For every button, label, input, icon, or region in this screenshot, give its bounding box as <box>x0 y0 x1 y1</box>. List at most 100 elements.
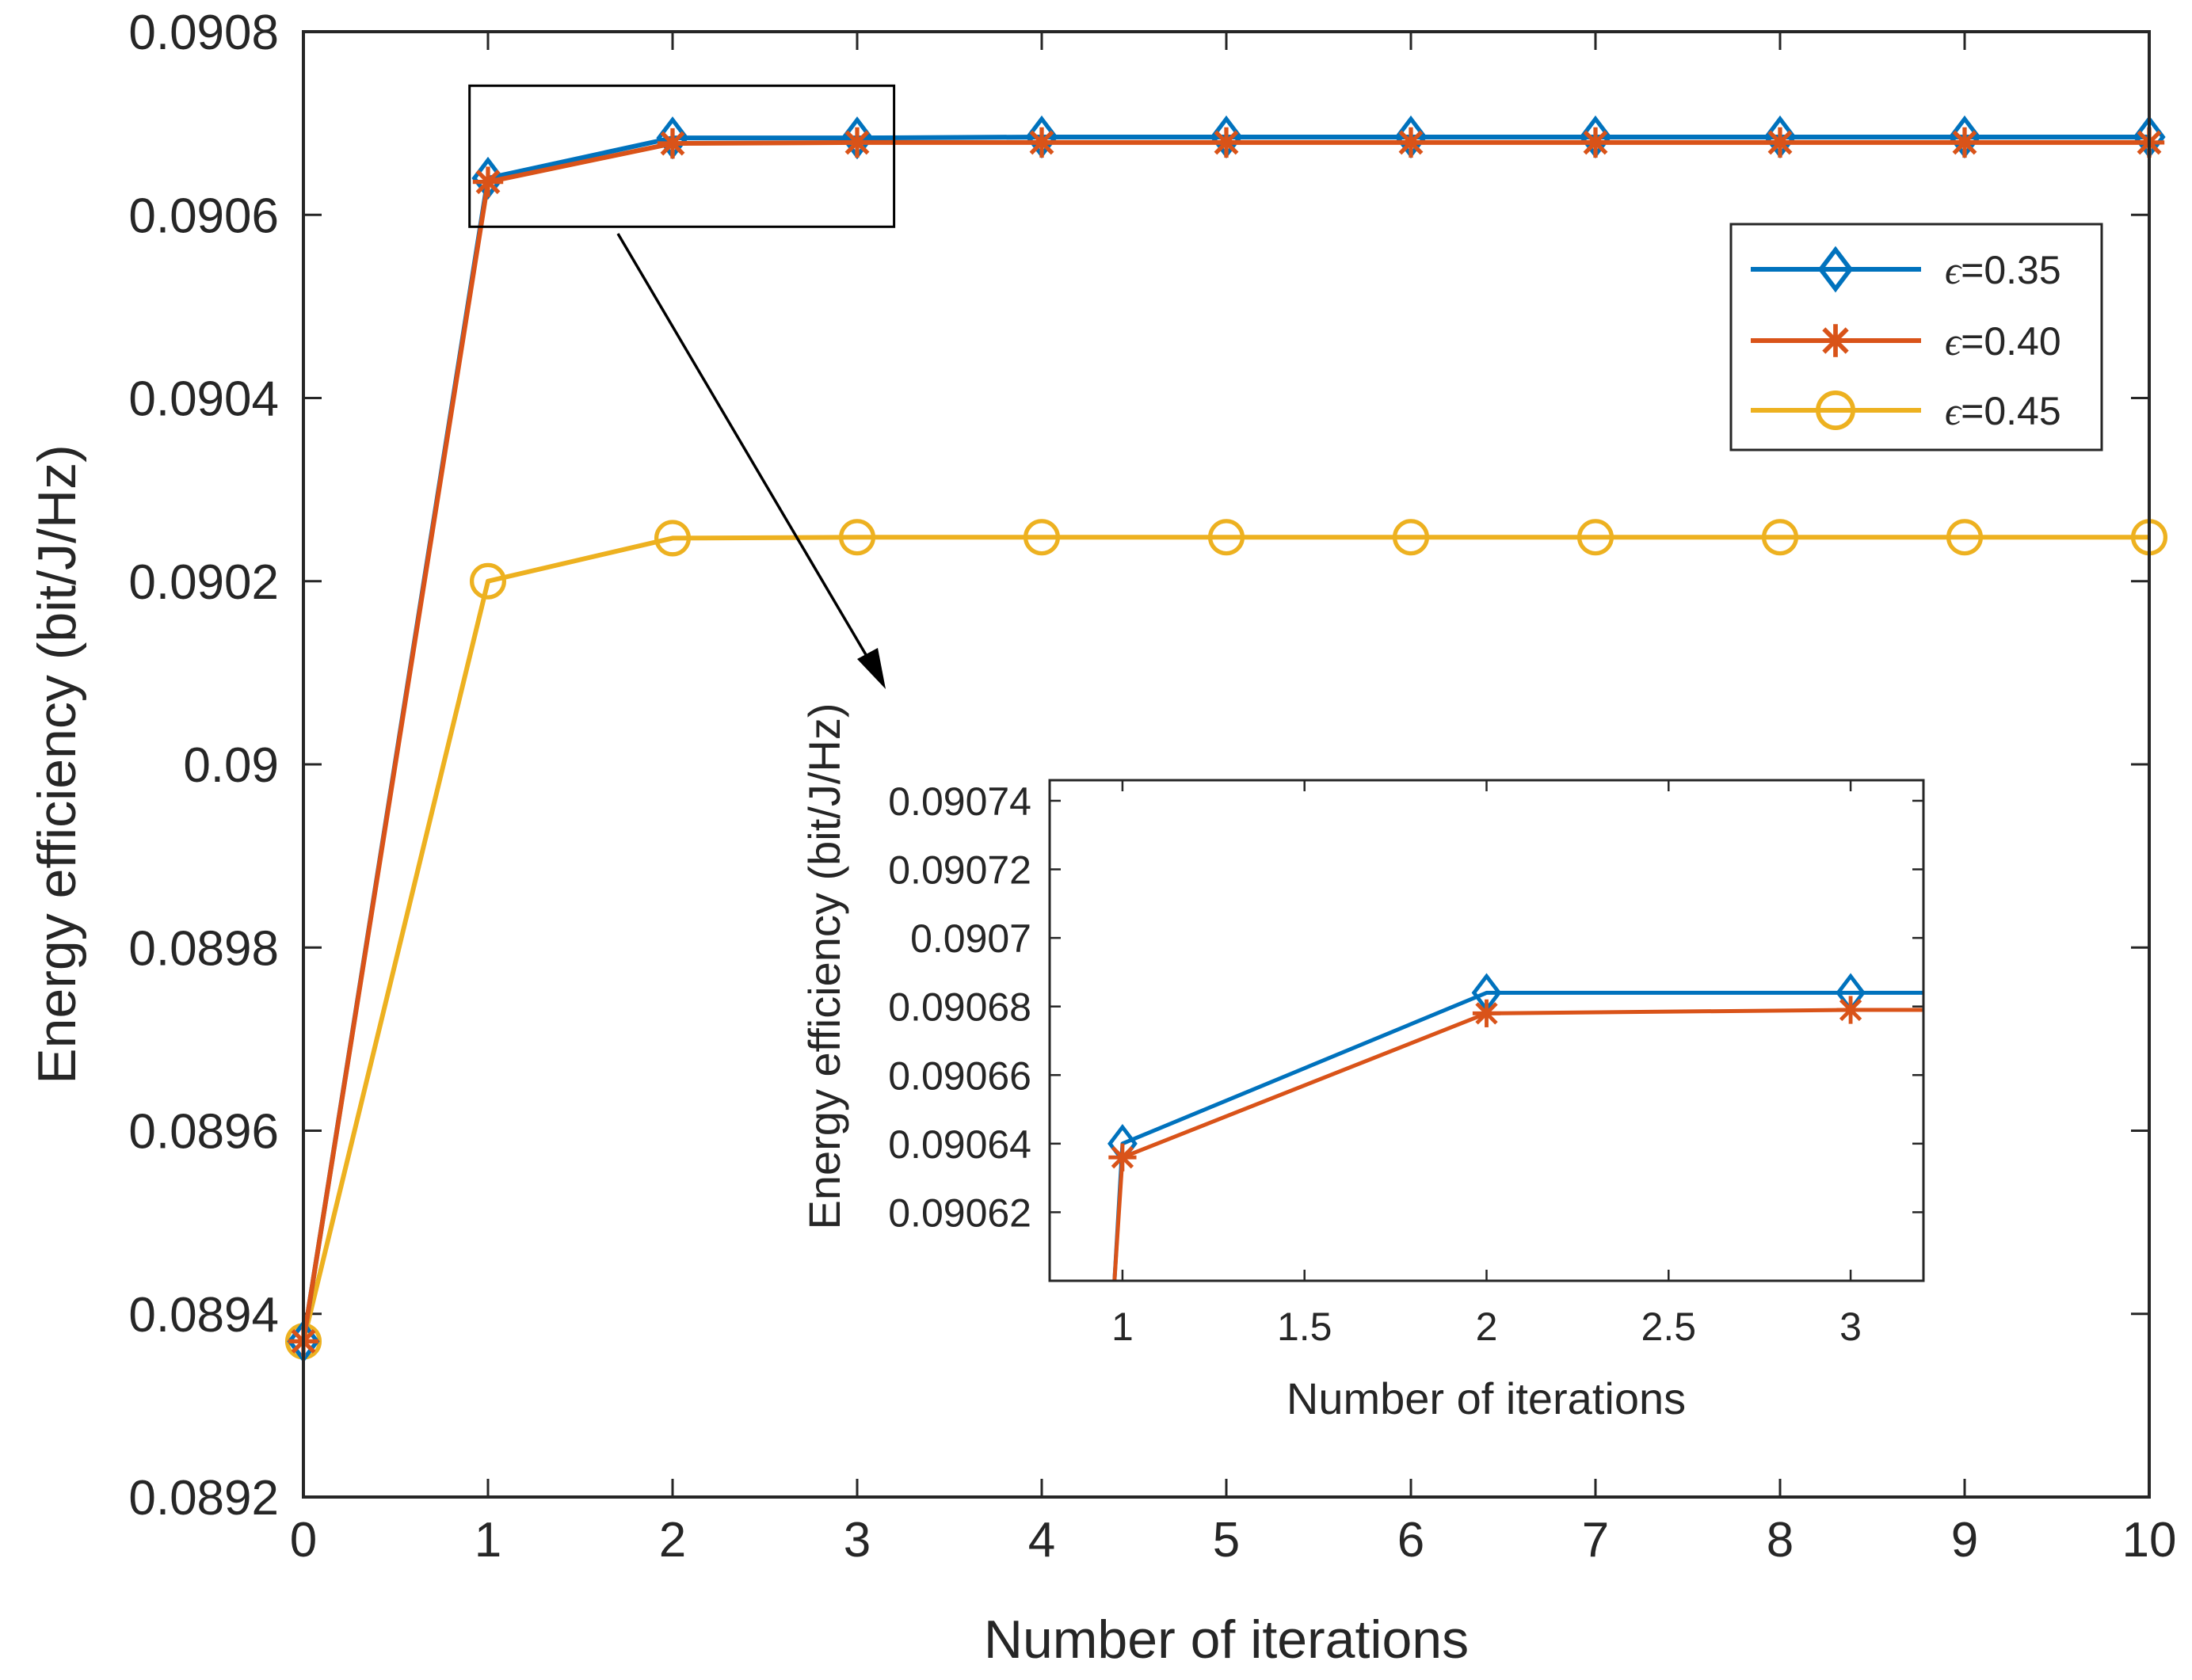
main-point-asterisk-stroke <box>475 170 501 195</box>
inset-y-tick-label: 0.09074 <box>888 779 1031 824</box>
inset-x-tick-label: 3 <box>1839 1305 1862 1349</box>
inset-x-tick-label: 1.5 <box>1277 1305 1332 1349</box>
legend-eps-value: =0.35 <box>1961 248 2061 292</box>
main-point-asterisk <box>1949 127 1980 158</box>
main-point-asterisk-stroke <box>1952 130 1977 155</box>
main-point-circle-shape <box>838 519 876 556</box>
main-point-asterisk <box>841 127 873 158</box>
main-point-asterisk <box>1764 127 1796 158</box>
main-x-tick-label: 9 <box>1951 1513 1978 1568</box>
main-y-axis-label: Energy efficiency (bit/J/Hz) <box>27 444 87 1084</box>
legend-marker-diamond <box>1817 246 1854 293</box>
main-point-circle-shape <box>1207 519 1245 556</box>
main-point-circle <box>1023 519 1061 556</box>
main-point-asterisk-stroke <box>1029 130 1054 155</box>
legend-marker-asterisk <box>1819 324 1852 357</box>
main-x-axis-label: Number of iterations <box>984 1610 1469 1670</box>
main-x-tick-label: 10 <box>2122 1513 2177 1568</box>
main-point-circle-shape <box>654 520 692 557</box>
main-point-asterisk <box>1210 127 1242 158</box>
main-x-tick-label: 4 <box>1028 1513 1055 1568</box>
legend-entry-eps-0-45: ϵ=0.45 <box>1751 389 2061 433</box>
inset-x-tick-label: 2 <box>1476 1305 1498 1349</box>
legend-label-eps-0-35: ϵ=0.35 <box>1945 248 2061 292</box>
inset-y-tick-label: 0.09072 <box>888 848 1031 893</box>
main-y-tick-label: 0.0898 <box>128 921 279 976</box>
main-series-asterisk <box>288 127 2165 1357</box>
legend-marker-diamond-glyph <box>1817 246 1854 293</box>
inset-point-asterisk <box>1472 999 1501 1027</box>
main-point-circle <box>838 519 876 556</box>
main-point-circle-shape <box>1761 519 1799 556</box>
main-series <box>284 115 2168 1363</box>
inset-point-asterisk-stroke <box>1839 998 1862 1022</box>
zoom-arrow-line <box>616 233 871 662</box>
inset-axes: 1 1.5 2 2.5 3 0.09062 0.09064 0.09066 0.09068 0.0… <box>799 703 1925 1423</box>
main-x-tick-label: 0 <box>290 1513 317 1568</box>
legend-marker-circle-glyph <box>1816 390 1855 430</box>
inset-x-tick-label: 2.5 <box>1641 1305 1697 1349</box>
inset-point-asterisk <box>1836 996 1865 1024</box>
main-x-tick-label: 8 <box>1767 1513 1794 1568</box>
legend-eps-value: =0.45 <box>1961 389 2061 433</box>
main-point-asterisk-stroke <box>1214 130 1239 155</box>
zoom-arrow <box>616 233 886 689</box>
inset-y-tick-label: 0.09068 <box>888 985 1031 1030</box>
main-x-tick-label: 1 <box>475 1513 501 1568</box>
main-x-tick-label: 3 <box>844 1513 871 1568</box>
legend-eps-symbol: ϵ <box>1945 389 1962 433</box>
main-series-line <box>301 535 2149 1343</box>
main-point-circle <box>1761 519 1799 556</box>
inset-y-axis-label: Energy efficiency (bit/J/Hz) <box>799 703 849 1230</box>
main-axes-box <box>302 30 2151 1499</box>
main-x-tick-label: 2 <box>659 1513 686 1568</box>
inset-x-axis-label: Number of iterations <box>1287 1373 1686 1423</box>
main-point-asterisk <box>1580 127 1611 158</box>
main-point-asterisk <box>1026 127 1058 158</box>
inset-ticks <box>1050 780 1923 1281</box>
main-point-asterisk-stroke <box>844 130 870 155</box>
main-point-circle-shape <box>1576 519 1614 556</box>
main-y-tick-label: 0.0906 <box>128 189 279 243</box>
main-tick-labels: 0 1 2 3 4 5 6 7 8 9 10 0.0892 0.0894 0.0896 0.0898 0.09… <box>128 6 2176 1568</box>
main-point-asterisk <box>1395 127 1427 158</box>
inset-tick-labels: 1 1.5 2 2.5 3 0.09062 0.09064 0.09066 0.09068 0.0… <box>888 779 1862 1349</box>
legend-marker-circle-glyph-shape <box>1816 390 1855 430</box>
legend-marker-asterisk-glyph <box>1819 324 1852 357</box>
main-y-tick-label: 0.09 <box>183 738 279 793</box>
main-x-tick-label: 5 <box>1213 1513 1240 1568</box>
inset-point-asterisk-stroke <box>1475 1002 1498 1025</box>
main-x-tick-label: 6 <box>1397 1513 1424 1568</box>
main-point-asterisk <box>472 166 504 197</box>
main-y-tick-label: 0.0892 <box>128 1471 279 1526</box>
main-point-circle <box>1392 519 1430 556</box>
inset-series-asterisk <box>1108 996 1923 1282</box>
main-y-tick-label: 0.0894 <box>128 1288 279 1343</box>
main-point-circle <box>1946 519 1984 556</box>
main-point-asterisk-stroke <box>660 131 685 156</box>
main-point-asterisk-stroke <box>1583 130 1608 155</box>
zoom-arrowhead <box>857 648 886 689</box>
inset-y-tick-label: 0.0907 <box>910 916 1031 961</box>
legend-eps-symbol: ϵ <box>1945 319 1962 364</box>
main-y-tick-label: 0.0904 <box>128 372 279 427</box>
legend-entry-eps-0-40: ϵ=0.40 <box>1751 319 2061 364</box>
legend: ϵ=0.35 ϵ=0.40 ϵ=0.45 <box>1729 223 2103 451</box>
main-point-circle <box>654 520 692 557</box>
main-point-circle-shape <box>469 562 507 600</box>
main-x-tick-label: 7 <box>1582 1513 1609 1568</box>
main-point-circle <box>1207 519 1245 556</box>
legend-marker-circle <box>1816 390 1855 430</box>
legend-label-eps-0-40: ϵ=0.40 <box>1945 319 2061 364</box>
inset-y-tick-label: 0.09066 <box>888 1053 1031 1098</box>
legend-marker-diamond-glyph-shape <box>1817 246 1854 293</box>
inset-series <box>1107 973 1923 1282</box>
main-point-circle-shape <box>1023 519 1061 556</box>
zoom-region-box <box>468 84 896 228</box>
main-point-circle <box>469 562 507 600</box>
main-point-asterisk-stroke <box>1767 130 1793 155</box>
legend-label-eps-0-45: ϵ=0.45 <box>1945 389 2061 433</box>
main-y-tick-label: 0.0902 <box>128 555 279 610</box>
main-y-tick-label: 0.0896 <box>128 1105 279 1160</box>
